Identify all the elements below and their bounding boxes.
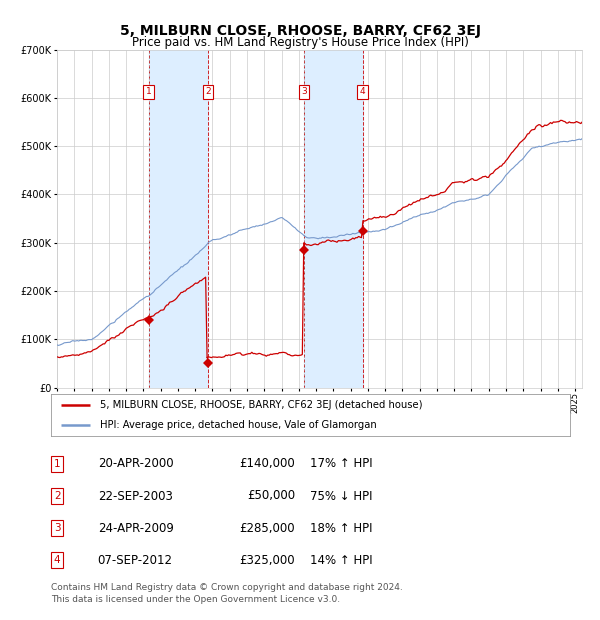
Bar — [149, 50, 208, 388]
Text: 1: 1 — [54, 459, 61, 469]
Text: £325,000: £325,000 — [239, 554, 295, 567]
Text: 18% ↑ HPI: 18% ↑ HPI — [311, 521, 373, 534]
Text: 2: 2 — [205, 87, 211, 96]
Text: 5, MILBURN CLOSE, RHOOSE, BARRY, CF62 3EJ: 5, MILBURN CLOSE, RHOOSE, BARRY, CF62 3E… — [119, 24, 481, 38]
Text: 2: 2 — [54, 491, 61, 501]
Text: 3: 3 — [54, 523, 61, 533]
Text: HPI: Average price, detached house, Vale of Glamorgan: HPI: Average price, detached house, Vale… — [100, 420, 377, 430]
Text: 1: 1 — [146, 87, 151, 96]
Bar — [304, 50, 362, 388]
Text: 07-SEP-2012: 07-SEP-2012 — [98, 554, 173, 567]
Text: 5, MILBURN CLOSE, RHOOSE, BARRY, CF62 3EJ (detached house): 5, MILBURN CLOSE, RHOOSE, BARRY, CF62 3E… — [100, 400, 423, 410]
Text: Contains HM Land Registry data © Crown copyright and database right 2024.
This d: Contains HM Land Registry data © Crown c… — [51, 583, 403, 604]
Text: 75% ↓ HPI: 75% ↓ HPI — [311, 490, 373, 502]
Text: Price paid vs. HM Land Registry's House Price Index (HPI): Price paid vs. HM Land Registry's House … — [131, 36, 469, 49]
Text: 4: 4 — [359, 87, 365, 96]
Text: 24-APR-2009: 24-APR-2009 — [98, 521, 173, 534]
Text: £140,000: £140,000 — [239, 458, 295, 471]
Text: 17% ↑ HPI: 17% ↑ HPI — [311, 458, 373, 471]
Text: 20-APR-2000: 20-APR-2000 — [98, 458, 173, 471]
Text: £285,000: £285,000 — [239, 521, 295, 534]
Text: 22-SEP-2003: 22-SEP-2003 — [98, 490, 173, 502]
Text: 14% ↑ HPI: 14% ↑ HPI — [311, 554, 373, 567]
Text: £50,000: £50,000 — [247, 490, 295, 502]
Text: 3: 3 — [301, 87, 307, 96]
Text: 4: 4 — [54, 555, 61, 565]
